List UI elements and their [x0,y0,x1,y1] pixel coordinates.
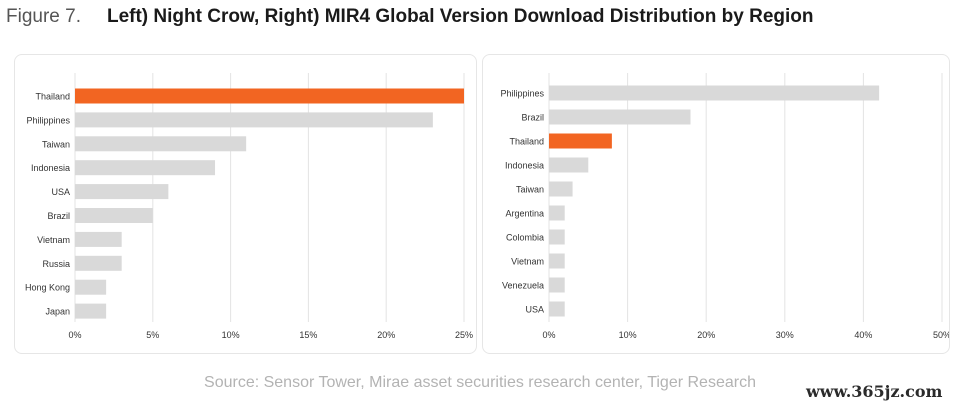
night-crow-chart: 0% 5% 10% 15% 20% 25% Thailand Philippines Taiwa… [25,73,473,340]
bar-hong-kong [75,279,107,295]
category-label: Philippines [500,89,544,99]
category-label: Hong Kong [25,283,70,293]
category-label: Indonesia [31,163,70,173]
bar-indonesia [549,157,589,173]
bar-colombia [549,229,565,245]
category-label: Taiwan [516,185,544,195]
source-note: Source: Sensor Tower, Mirae asset securi… [204,374,756,391]
category-label: Brazil [521,113,544,123]
bar-argentina [549,205,565,221]
bar-russia [75,255,122,271]
x-tick-label: 20% [697,330,715,340]
figure-header: Figure 7. Left) Night Crow, Right) MIR4 … [6,6,813,34]
x-tick-label: 30% [776,330,794,340]
figure-label: Figure 7. [6,6,81,27]
bar-thailand [75,88,464,104]
figure-title: Left) Night Crow, Right) MIR4 Global Ver… [106,6,814,27]
bar-usa [549,301,565,317]
x-tick-label: 20% [377,330,395,340]
bar-usa [75,184,169,200]
bar-taiwan [549,181,573,197]
x-tick-label: 15% [299,330,317,340]
category-label: Philippines [26,115,70,125]
category-label: Indonesia [505,161,544,171]
x-tick-label: 5% [146,330,159,340]
mir4-chart: 0% 10% 20% 30% 40% 50% Philippines Brazil Thaila… [500,73,949,340]
category-label: Vietnam [37,235,70,245]
bar-taiwan [75,136,247,152]
x-tick-label: 10% [222,330,240,340]
category-label: Argentina [505,209,544,219]
category-label: USA [51,187,70,197]
bar-vietnam [549,253,565,269]
x-tick-label: 40% [854,330,872,340]
x-tick-label: 10% [619,330,637,340]
x-tick-label: 25% [455,330,473,340]
category-label: Thailand [35,92,70,102]
x-tick-label: 0% [68,330,81,340]
category-label: Russia [42,259,70,269]
category-label: Vietnam [511,257,544,267]
category-label: USA [525,305,544,315]
x-tick-label: 50% [933,330,949,340]
watermark-logo: www.365jz.com [806,382,943,401]
x-tick-label: 0% [542,330,555,340]
bar-thailand [549,133,612,149]
category-label: Taiwan [42,139,70,149]
bar-venezuela [549,277,565,293]
category-label: Colombia [506,233,544,243]
category-label: Brazil [47,211,70,221]
bar-vietnam [75,231,122,247]
category-label: Japan [45,307,70,317]
bar-brazil [549,109,691,125]
right-chart-panel: 0% 10% 20% 30% 40% 50% Philippines Brazil Thaila… [482,54,950,354]
category-label: Venezuela [502,281,544,291]
category-label: Thailand [509,137,544,147]
bar-brazil [75,208,153,223]
bar-japan [75,303,107,319]
bar-philippines [549,85,880,101]
bar-philippines [75,112,433,128]
left-chart-panel: 0% 5% 10% 15% 20% 25% Thailand Philippines Taiwa… [14,54,477,354]
bar-indonesia [75,160,216,176]
